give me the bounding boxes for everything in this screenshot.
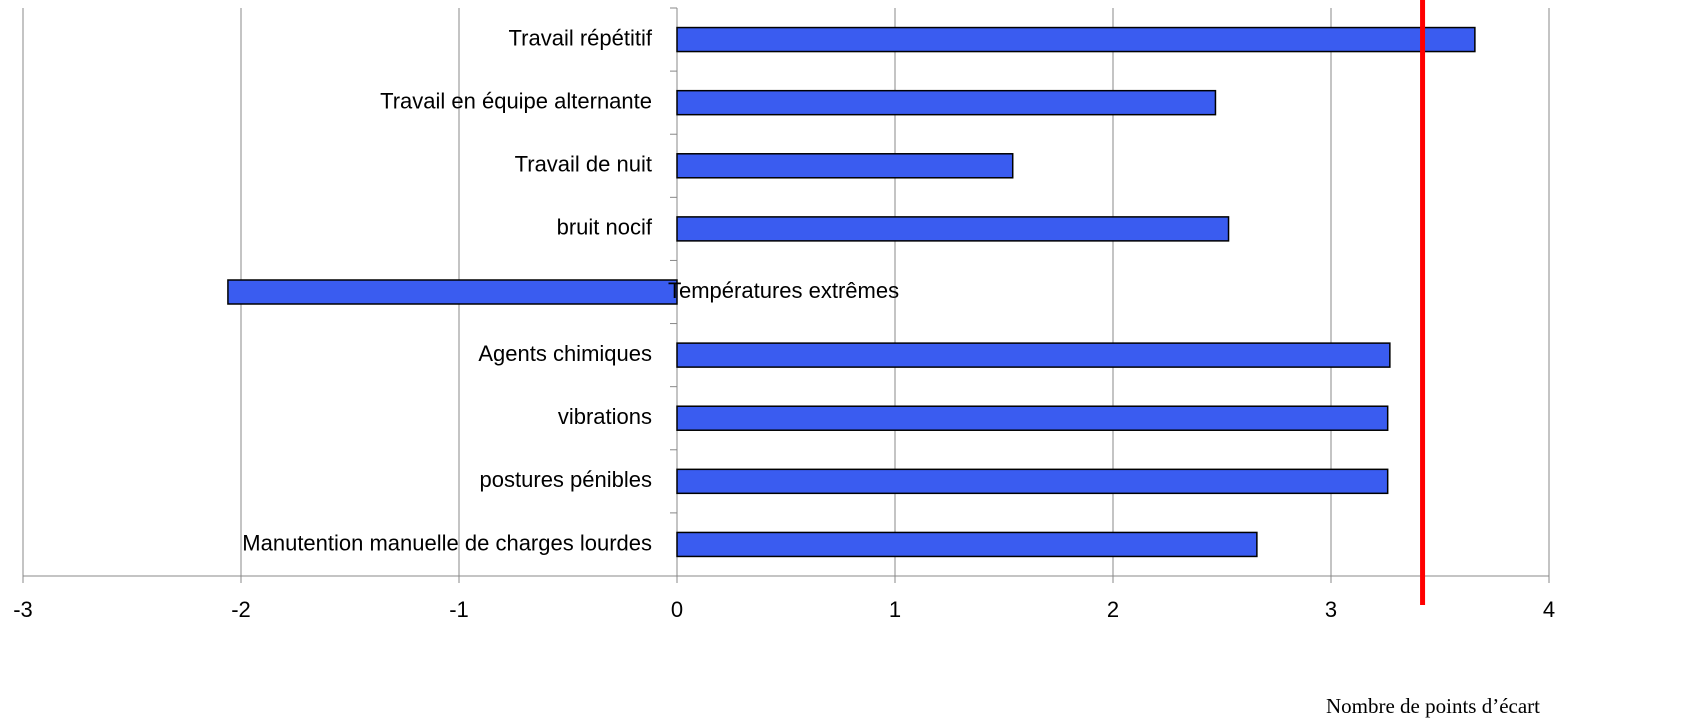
- bar: [676, 468, 1389, 495]
- bar: [227, 279, 678, 305]
- x-tick-label: 2: [1107, 597, 1119, 622]
- bar: [676, 405, 1389, 431]
- y-tick-label: Travail répétitif: [509, 25, 653, 50]
- x-tick-label: -3: [13, 597, 33, 622]
- bar: [676, 216, 1230, 242]
- x-tick-label: -1: [449, 597, 469, 622]
- x-axis-title: Nombre de points d’écart: [1326, 694, 1540, 718]
- bar: [676, 153, 1014, 179]
- y-tick-label: Travail en équipe alternante: [380, 88, 652, 113]
- y-tick-label: postures pénibles: [480, 467, 652, 492]
- y-tick-label: Manutention manuelle de charges lourdes: [242, 530, 652, 555]
- y-tick-label: Températures extrêmes: [668, 278, 899, 303]
- bar: [676, 342, 1391, 368]
- x-tick-label: 4: [1543, 597, 1555, 622]
- y-tick-label: Travail de nuit: [515, 152, 652, 177]
- y-tick-label: Agents chimiques: [478, 341, 652, 366]
- bar: [676, 26, 1476, 53]
- x-tick-label: 3: [1325, 597, 1337, 622]
- x-tick-label: -2: [231, 597, 251, 622]
- x-tick-label: 1: [889, 597, 901, 622]
- y-tick-label: vibrations: [558, 404, 652, 429]
- y-tick-label: bruit nocif: [557, 215, 653, 240]
- bar: [676, 89, 1217, 116]
- x-tick-label: 0: [671, 597, 683, 622]
- bar: [676, 531, 1258, 558]
